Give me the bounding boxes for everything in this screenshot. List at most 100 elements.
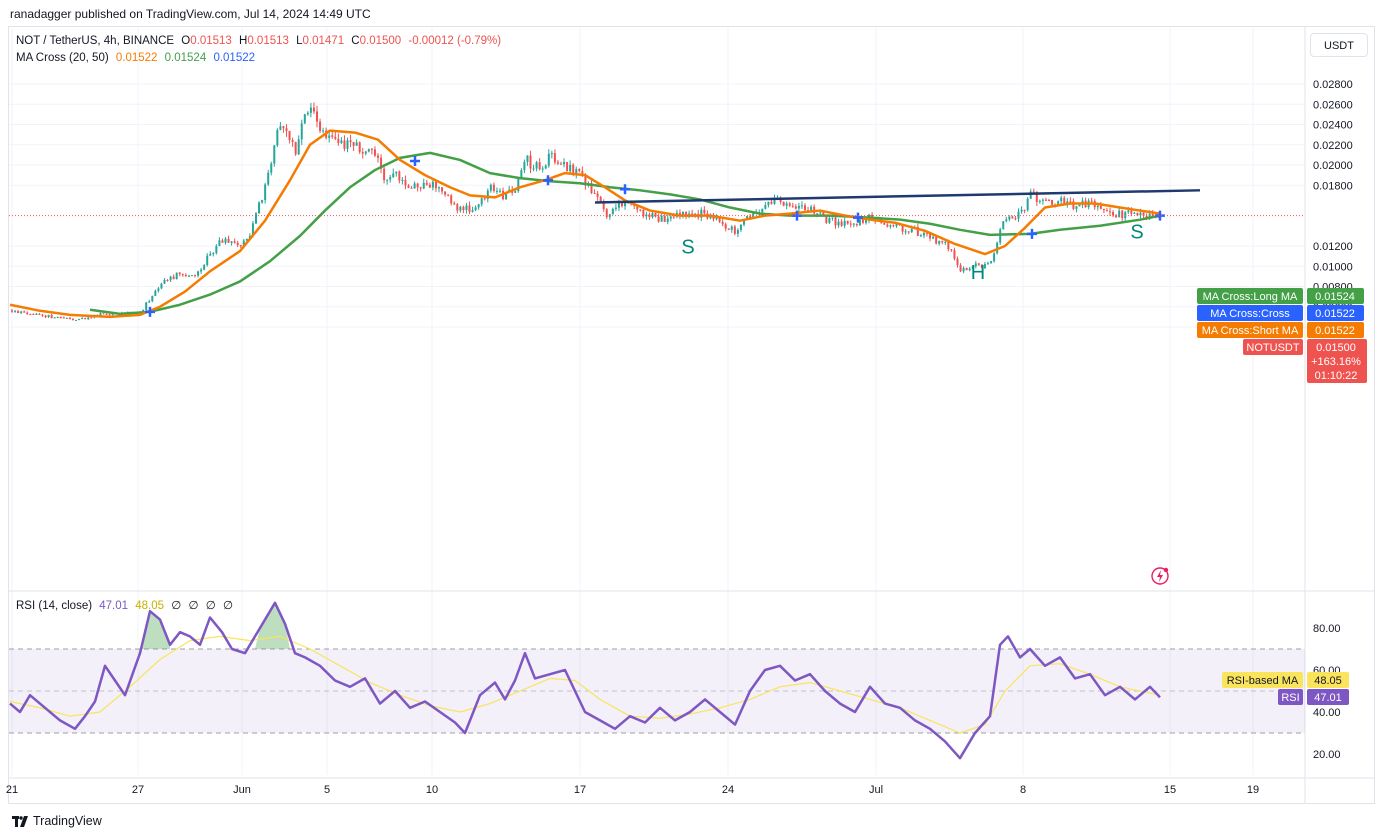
candle-body	[203, 265, 206, 270]
candle-body	[947, 242, 950, 250]
rsi-tick-label: 20.00	[1313, 749, 1341, 761]
candle-body	[538, 162, 541, 170]
candle-body	[651, 213, 654, 218]
candle-body	[441, 187, 444, 192]
candle-body	[389, 177, 392, 180]
ma-cross-marker	[853, 212, 863, 223]
candle-body	[361, 152, 364, 154]
candle-body	[968, 268, 971, 271]
candle-body	[1109, 211, 1111, 213]
candle-body	[560, 163, 562, 165]
candle-body	[410, 187, 413, 189]
candle-body	[575, 169, 578, 175]
candle-body	[581, 171, 584, 176]
candle-body	[75, 319, 78, 321]
candle-body	[810, 206, 813, 211]
rsi-tick-label: 80.00	[1313, 623, 1341, 635]
candle-body	[800, 205, 803, 207]
candle-body	[904, 231, 907, 233]
candle-body	[56, 317, 59, 319]
candle-body	[520, 170, 523, 178]
candle-body	[980, 264, 983, 269]
price-label-name	[1197, 322, 1303, 338]
candle-body	[773, 198, 776, 204]
time-tick-label: 27	[132, 784, 144, 796]
symbol-legend: NOT / TetherUS, 4h, BINANCE O0.01513 H0.…	[16, 35, 509, 47]
candle-body	[605, 209, 608, 218]
candle-body	[383, 168, 386, 181]
publisher-line: ranadagger published on TradingView.com,…	[10, 7, 371, 21]
price-label-value-text: 0.01522	[1315, 325, 1355, 337]
candle-body	[971, 266, 974, 269]
candle-body	[163, 280, 166, 284]
candle-body	[334, 136, 337, 139]
candle-body	[849, 223, 852, 225]
candle-body	[190, 275, 193, 277]
candle-body	[990, 261, 993, 264]
candle-body	[953, 250, 956, 259]
candle-body	[816, 213, 819, 215]
candle-body	[791, 205, 794, 207]
candle-body	[907, 231, 910, 233]
price-label-name-text: MA Cross:Short MA	[1202, 325, 1299, 337]
candle-body	[938, 240, 941, 244]
candle-body	[26, 312, 29, 314]
candle-body	[331, 135, 334, 137]
candle-body	[843, 220, 846, 226]
time-tick-label: 21	[6, 784, 18, 796]
candle-body	[1011, 216, 1014, 219]
candle-body	[499, 190, 501, 192]
candle-body	[99, 313, 102, 317]
currency-button[interactable]: USDT	[1310, 33, 1368, 57]
candle-body	[1020, 209, 1023, 212]
time-tick-label: 10	[426, 784, 438, 796]
pattern-label: S	[1130, 221, 1143, 243]
candle-body	[663, 216, 666, 222]
candle-body	[264, 184, 267, 201]
candle-body	[319, 121, 322, 131]
ma-cross-value: 0.01522	[213, 52, 256, 64]
candle-body	[462, 206, 465, 211]
candle-body	[322, 130, 325, 132]
candle-body	[1002, 221, 1005, 230]
candle-body	[282, 126, 285, 129]
price-tick-label: 0.01000	[1313, 261, 1353, 273]
candle-body	[224, 238, 227, 243]
candle-body	[556, 162, 559, 164]
price-tick-label: 0.02000	[1313, 160, 1353, 172]
candle-body	[514, 191, 517, 193]
candle-body	[1090, 200, 1093, 202]
candle-body	[743, 219, 745, 225]
candle-body	[602, 202, 605, 210]
candle-body	[84, 318, 87, 320]
candle-body	[727, 228, 730, 230]
candle-body	[660, 216, 663, 222]
candle-body	[90, 317, 93, 319]
candle-body	[950, 249, 953, 251]
candle-body	[261, 200, 264, 203]
candle-body	[566, 162, 569, 172]
candle-body	[846, 220, 849, 224]
candle-body	[1072, 201, 1075, 209]
candle-body	[175, 272, 178, 280]
alert-bolt-icon[interactable]	[1150, 566, 1170, 586]
candle-body	[209, 253, 212, 256]
candle-body	[895, 223, 898, 227]
candle-body	[306, 112, 309, 115]
ma-legend-label: MA Cross (20, 50)	[16, 52, 109, 64]
candle-body	[739, 224, 742, 230]
rsi-legend-label: RSI (14, close)	[16, 600, 93, 612]
candle-body	[1026, 198, 1029, 211]
ma-long-value: 0.01524	[164, 52, 207, 64]
neckline	[594, 189, 1201, 204]
candle-body	[419, 187, 422, 189]
candle-body	[550, 153, 553, 155]
price-label-value-text: 0.01522	[1315, 308, 1355, 320]
candle-body	[636, 206, 639, 210]
candle-body	[422, 182, 425, 189]
candle-body	[17, 311, 20, 314]
candle-body	[267, 172, 270, 185]
candle-body	[1102, 208, 1105, 211]
